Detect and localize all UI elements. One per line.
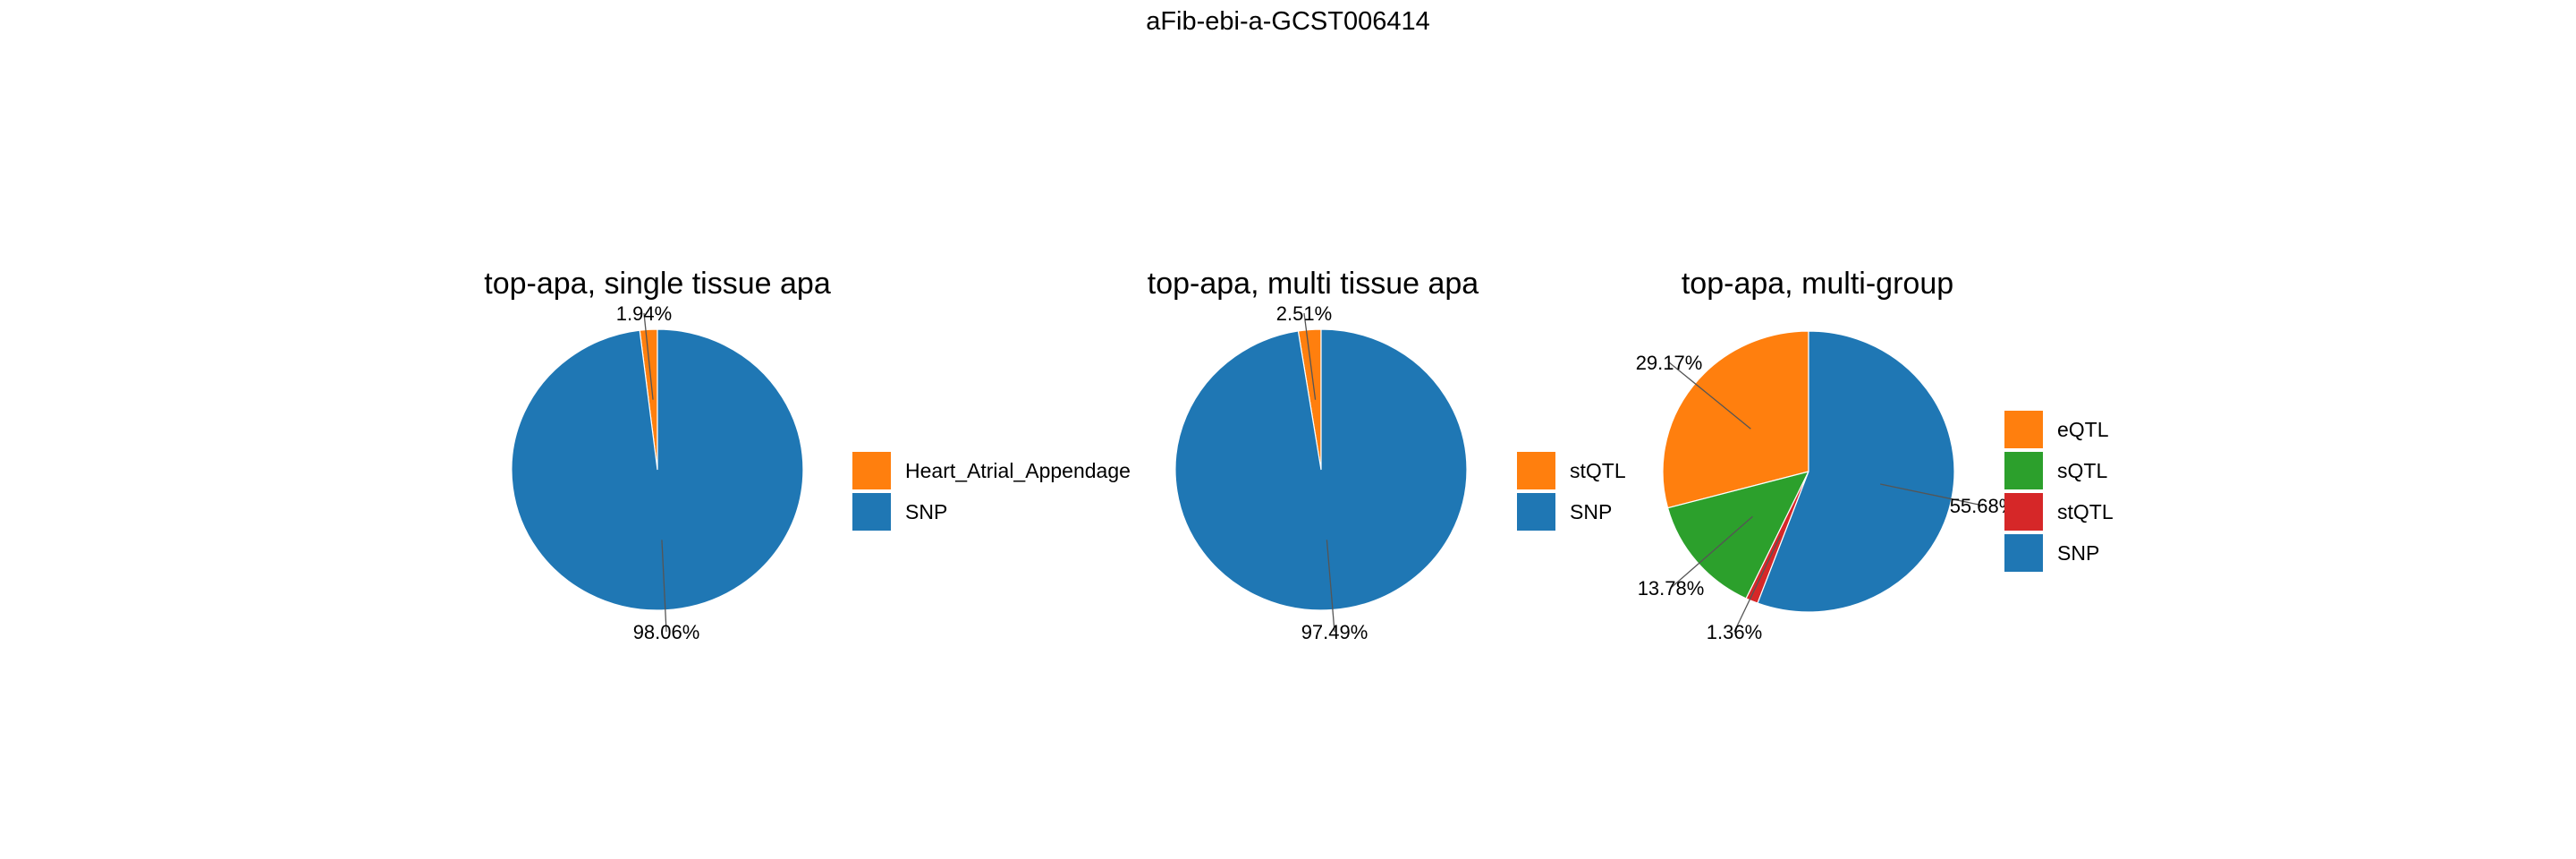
pie-3-legend: eQTL sQTL stQTL SNP xyxy=(2004,411,2114,572)
pie-panel-2: top-apa, multi tissue apa 2.51% 97.49% st… xyxy=(1148,267,1626,643)
legend-swatch xyxy=(852,452,891,489)
legend-swatch xyxy=(2004,493,2043,531)
slice-percent-label: 98.06% xyxy=(633,621,700,643)
slice-leader-line xyxy=(643,312,654,400)
legend-label: SNP xyxy=(1570,500,1612,523)
slice-percent-label: 2.51% xyxy=(1276,302,1332,325)
legend-label: stQTL xyxy=(2057,500,2114,523)
legend-label: eQTL xyxy=(2057,418,2109,441)
pie-panel-1: top-apa, single tissue apa 1.94% 98.06% H… xyxy=(484,267,1131,643)
legend-label: stQTL xyxy=(1570,459,1626,482)
slice-leader-line xyxy=(1326,540,1335,633)
legend-label: Heart_Atrial_Appendage xyxy=(905,459,1131,482)
slice-leader-line xyxy=(1880,483,1984,506)
slice-leader-line xyxy=(1303,312,1317,400)
pie-slice-snp xyxy=(1757,330,1955,613)
pie-2-legend: stQTL SNP xyxy=(1517,452,1626,531)
slice-percent-label: 97.49% xyxy=(1301,621,1368,643)
legend-swatch xyxy=(2004,534,2043,572)
pie-1-legend: Heart_Atrial_Appendage SNP xyxy=(852,452,1131,531)
pie-3-slices: 29.17%13.78%1.36%55.68% xyxy=(1636,330,2016,643)
pie-2-slices: 2.51% 97.49% xyxy=(1174,302,1468,643)
pie-panel-3: top-apa, multi-group 29.17%13.78%1.36%55… xyxy=(1636,267,2114,643)
legend-label: SNP xyxy=(905,500,947,523)
legend-label: sQTL xyxy=(2057,459,2107,482)
pie-slice-sqtl xyxy=(1666,471,1810,600)
slice-percent-label: 13.78% xyxy=(1638,577,1705,600)
slice-leader-line xyxy=(1733,536,1781,633)
legend-swatch xyxy=(1517,452,1555,489)
slice-leader-line xyxy=(1670,515,1753,589)
pie-1-slices: 1.94% 98.06% xyxy=(511,302,804,643)
slice-leader-line xyxy=(1668,361,1751,430)
legend-label: SNP xyxy=(2057,541,2099,565)
pie-title-3: top-apa, multi-group xyxy=(1682,267,1953,301)
pie-title-1: top-apa, single tissue apa xyxy=(484,267,831,301)
slice-percent-label: 29.17% xyxy=(1636,352,1703,374)
legend-swatch xyxy=(2004,452,2043,489)
legend-swatch xyxy=(2004,411,2043,448)
pie-title-2: top-apa, multi tissue apa xyxy=(1148,267,1479,301)
slice-leader-line xyxy=(661,540,667,633)
pie-slice-snp xyxy=(511,328,804,611)
legend-swatch xyxy=(852,493,891,531)
pie-slice-eqtl xyxy=(1662,330,1809,509)
figure-title: aFib-ebi-a-GCST006414 xyxy=(1146,7,1430,36)
pie-slice-snp xyxy=(1174,328,1468,611)
legend-swatch xyxy=(1517,493,1555,531)
slice-percent-label: 1.36% xyxy=(1707,621,1762,643)
slice-percent-label: 1.94% xyxy=(616,302,672,325)
